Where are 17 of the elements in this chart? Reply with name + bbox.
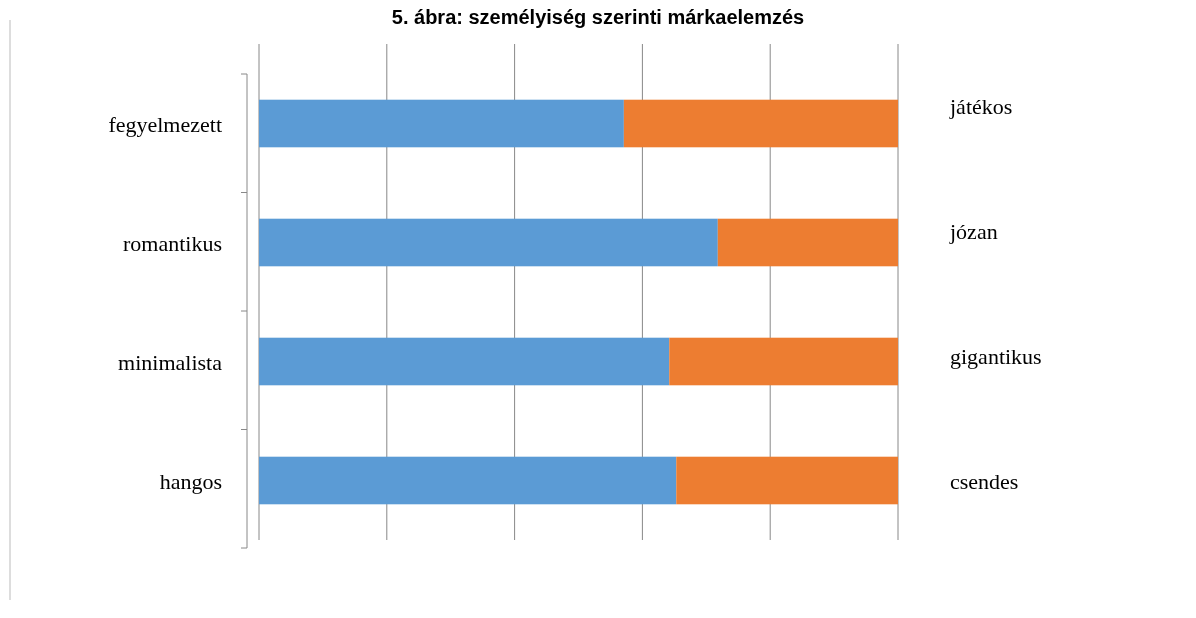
y2-tick-label: játékos bbox=[949, 93, 1013, 119]
bar bbox=[259, 218, 718, 267]
y-tick-label: fegyelmezett bbox=[108, 111, 222, 137]
bar bbox=[623, 99, 898, 148]
bar bbox=[717, 218, 898, 267]
y2-tick-label: gigantikus bbox=[950, 343, 1042, 369]
y2-tick-label: józan bbox=[949, 218, 998, 244]
y2-tick-label: csendes bbox=[950, 468, 1019, 494]
bar bbox=[259, 456, 677, 505]
bar bbox=[669, 337, 898, 386]
chart-title: 5. ábra: személyiség szerinti márkaelemzés bbox=[391, 6, 805, 28]
y-tick-label: minimalista bbox=[118, 349, 223, 375]
bar bbox=[259, 337, 670, 386]
bar bbox=[259, 99, 624, 148]
y-tick-label: hangos bbox=[159, 468, 222, 494]
bar bbox=[676, 456, 898, 505]
y-tick-label: romantikus bbox=[123, 230, 222, 256]
